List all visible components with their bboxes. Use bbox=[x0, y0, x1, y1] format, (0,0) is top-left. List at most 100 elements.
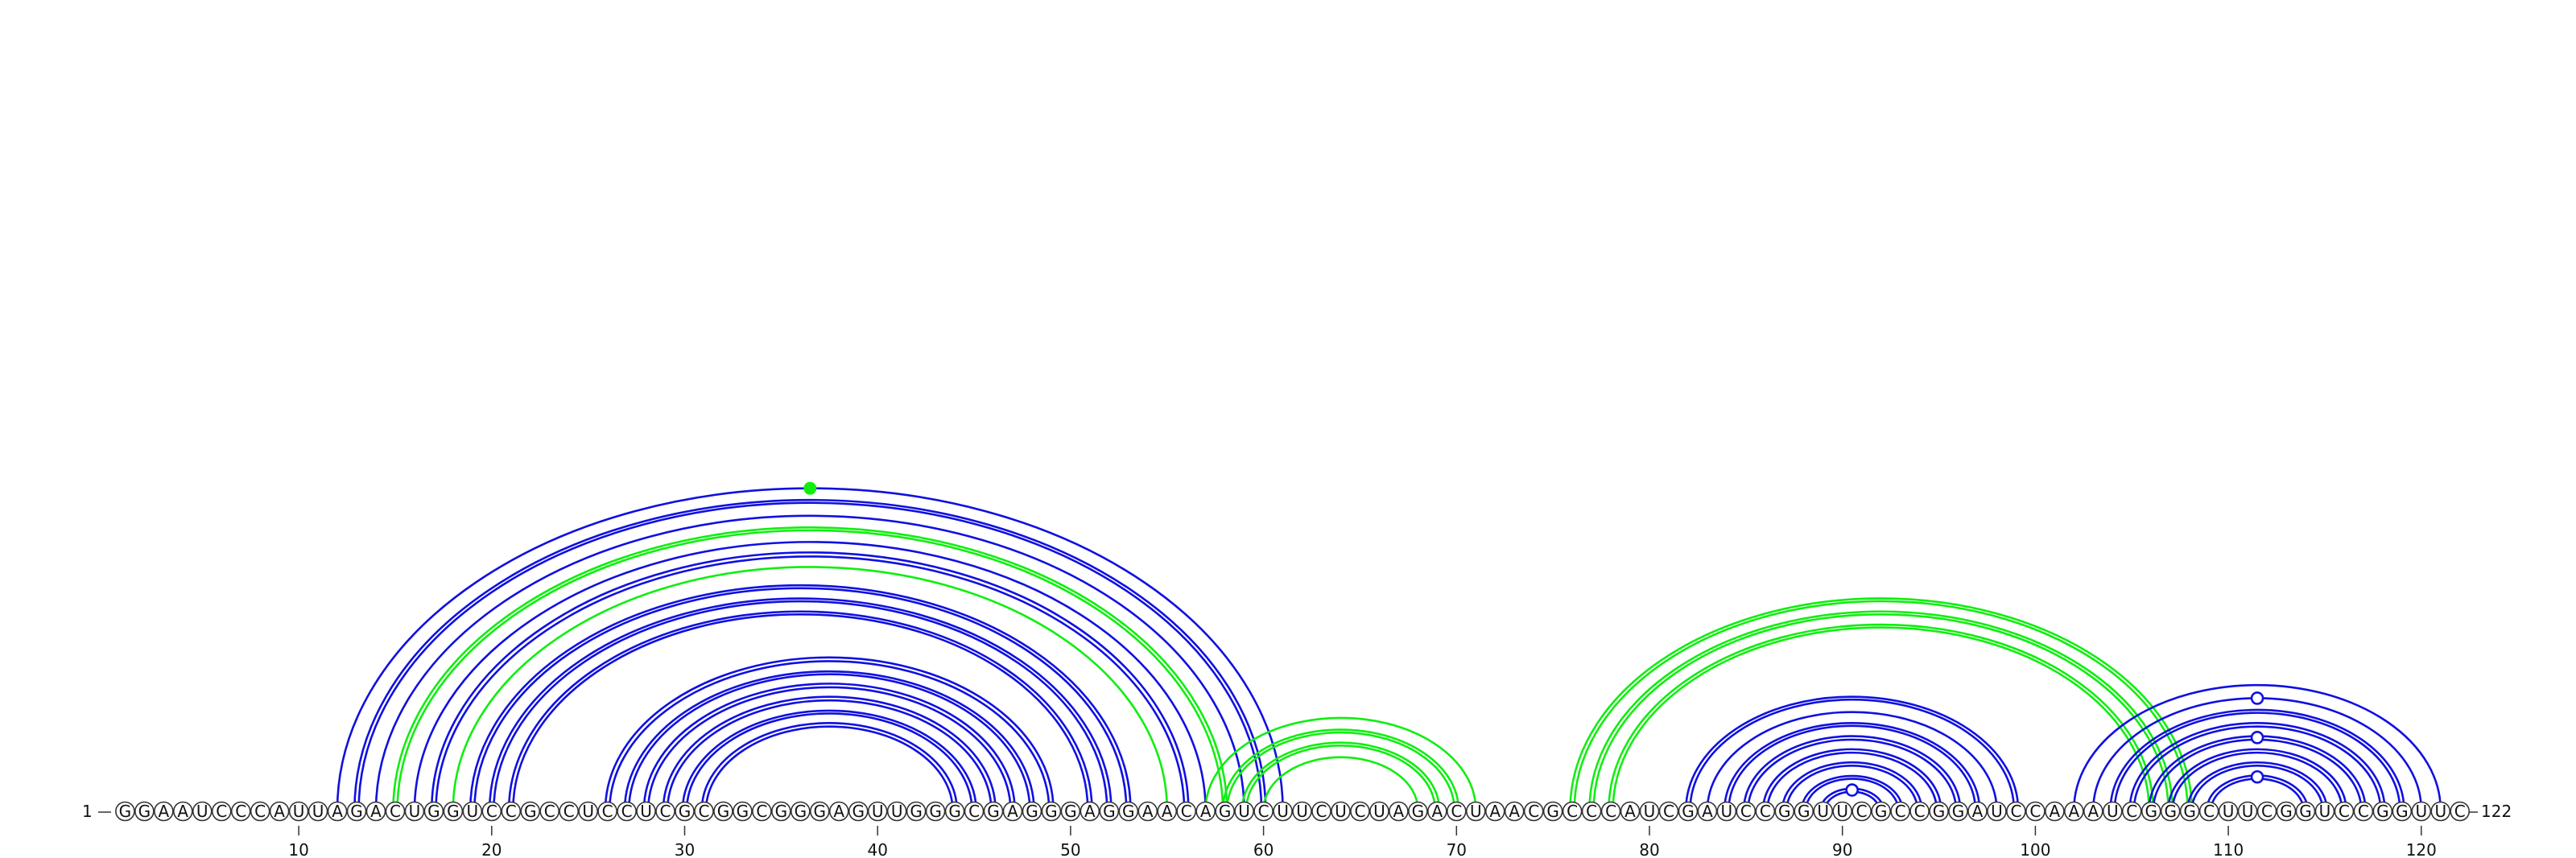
base-pair-arc-107-116-outer bbox=[2167, 748, 2347, 811]
nucleotide-100: C bbox=[2029, 802, 2041, 821]
nucleotide-1: G bbox=[119, 802, 132, 821]
nucleotide-circle-89 bbox=[1813, 801, 1834, 822]
nucleotide-110: U bbox=[2223, 802, 2235, 821]
arcs-layer bbox=[336, 487, 2442, 811]
base-pair-arc-12-61 bbox=[336, 487, 1284, 811]
arc-marker-12-61 bbox=[803, 481, 817, 495]
base-pair-arc-58-70-inner bbox=[1225, 731, 1455, 811]
nucleotide-41: U bbox=[891, 802, 903, 821]
nucleotide-circle-114 bbox=[2295, 801, 2316, 822]
tick-label-120: 120 bbox=[2406, 840, 2437, 858]
nucleotide-18: G bbox=[447, 802, 460, 821]
base-pair-arc-58-70-outer bbox=[1221, 728, 1460, 811]
base-pair-arc-84-97-outer bbox=[1723, 721, 1981, 811]
nucleotide-circle-61 bbox=[1273, 801, 1293, 822]
nucleotide-circle-113 bbox=[2276, 801, 2297, 822]
nucleotide-circle-116 bbox=[2334, 801, 2355, 822]
nucleotide-62: U bbox=[1296, 802, 1308, 821]
base-pair-arc-17-56-outer bbox=[430, 551, 1190, 811]
base-pair-arc-20-52-inner bbox=[493, 600, 1108, 811]
nucleotide-66: U bbox=[1373, 802, 1385, 821]
nucleotide-35: G bbox=[775, 802, 788, 821]
nucleotide-50: G bbox=[1064, 802, 1077, 821]
nucleotide-112: C bbox=[2261, 802, 2273, 821]
nucleotide-96: G bbox=[1952, 802, 1965, 821]
arc-marker-89-92 bbox=[1845, 783, 1859, 797]
nucleotide-circle-21 bbox=[501, 801, 522, 822]
nucleotide-circle-64 bbox=[1331, 801, 1351, 822]
tick-label-50: 50 bbox=[1060, 840, 1080, 858]
nucleotide-circle-70 bbox=[1447, 801, 1467, 822]
nucleotide-circle-102 bbox=[2064, 801, 2084, 822]
base-pair-arc-87-94-outer bbox=[1781, 761, 1923, 811]
nucleotide-87: G bbox=[1778, 802, 1791, 821]
nucleotide-26: C bbox=[602, 802, 613, 821]
base-pair-arc-87-94-inner bbox=[1785, 765, 1919, 811]
nucleotide-32: G bbox=[717, 802, 730, 821]
nucleotide-92: G bbox=[1875, 802, 1888, 821]
tick-label-90: 90 bbox=[1832, 840, 1852, 858]
base-pair-arc-19-53-inner bbox=[473, 587, 1128, 811]
nucleotide-circle-72 bbox=[1484, 801, 1505, 822]
nucleotide-118: G bbox=[2376, 802, 2389, 821]
nucleotide-69: A bbox=[1431, 802, 1443, 821]
nucleotide-circle-56 bbox=[1176, 801, 1197, 822]
nucleotide-circle-77 bbox=[1581, 801, 1602, 822]
nucleotide-circle-32 bbox=[713, 801, 733, 822]
nucleotide-circle-82 bbox=[1678, 801, 1699, 822]
nucleotide-27: C bbox=[621, 802, 633, 821]
nucleotide-circle-110 bbox=[2218, 801, 2239, 822]
tick-label-110: 110 bbox=[2213, 840, 2244, 858]
nucleotide-circle-106 bbox=[2140, 801, 2161, 822]
base-pair-arc-14-59 bbox=[374, 514, 1245, 811]
base-pair-arc-104-119-outer bbox=[2109, 708, 2405, 811]
nucleotide-36: G bbox=[795, 802, 807, 821]
nucleotide-circle-86 bbox=[1755, 801, 1776, 822]
nucleotide-64: U bbox=[1335, 802, 1347, 821]
nucleotide-circle-108 bbox=[2179, 801, 2200, 822]
nucleotide-11: U bbox=[312, 802, 324, 821]
base-pair-arc-18-55 bbox=[452, 566, 1169, 811]
nucleotide-circle-23 bbox=[539, 801, 560, 822]
nucleotide-circle-59 bbox=[1234, 801, 1254, 822]
nucleotide-80: U bbox=[1644, 802, 1656, 821]
nucleotide-circle-99 bbox=[2006, 801, 2026, 822]
nucleotide-3: A bbox=[158, 802, 169, 821]
nucleotide-circle-34 bbox=[752, 801, 772, 822]
nucleotide-17: G bbox=[427, 802, 440, 821]
nucleotide-circle-51 bbox=[1080, 801, 1100, 822]
nucleotide-circle-121 bbox=[2430, 801, 2451, 822]
base-pair-arc-76-108-inner bbox=[1573, 600, 2189, 811]
nucleotide-circle-75 bbox=[1542, 801, 1563, 822]
nucleotide-10: U bbox=[293, 802, 305, 821]
nucleotide-circle-105 bbox=[2121, 801, 2142, 822]
nucleotide-81: C bbox=[1663, 802, 1674, 821]
nucleotide-46: G bbox=[987, 802, 1000, 821]
nucleotide-circle-36 bbox=[791, 801, 811, 822]
nucleotide-40: U bbox=[872, 802, 884, 821]
nucleotide-2: G bbox=[138, 802, 151, 821]
nucleotide-circle-19 bbox=[462, 801, 483, 822]
nucleotide-4: A bbox=[177, 802, 188, 821]
nucleotide-circle-90 bbox=[1832, 801, 1852, 822]
nucleotide-9: A bbox=[274, 802, 285, 821]
ticks-layer: 10 20 30 40 50 60 70 80 90 100 110 120 bbox=[288, 826, 2437, 858]
nucleotide-29: C bbox=[660, 802, 671, 821]
nucleotide-21: C bbox=[506, 802, 517, 821]
nucleotide-circle-11 bbox=[308, 801, 328, 822]
nucleotide-73: A bbox=[1509, 802, 1520, 821]
nucleotide-59: U bbox=[1238, 802, 1250, 821]
base-pair-arc-59-69-inner bbox=[1245, 745, 1437, 811]
nucleotide-102: A bbox=[2068, 802, 2079, 821]
nucleotide-111: U bbox=[2242, 802, 2254, 821]
nucleotide-circle-98 bbox=[1987, 801, 2007, 822]
nucleotide-85: C bbox=[1740, 802, 1752, 821]
base-pair-arc-13-60-outer bbox=[353, 498, 1267, 811]
base-pair-arc-16-57 bbox=[413, 541, 1207, 811]
nucleotide-circle-20 bbox=[481, 801, 502, 822]
nucleotide-16: U bbox=[409, 802, 421, 821]
nucleotide-20: C bbox=[486, 802, 497, 821]
base-pair-arc-86-95-inner bbox=[1766, 751, 1938, 811]
base-pair-arc-88-93-outer bbox=[1800, 774, 1904, 811]
base-pair-arc-31-44-inner bbox=[704, 725, 954, 811]
